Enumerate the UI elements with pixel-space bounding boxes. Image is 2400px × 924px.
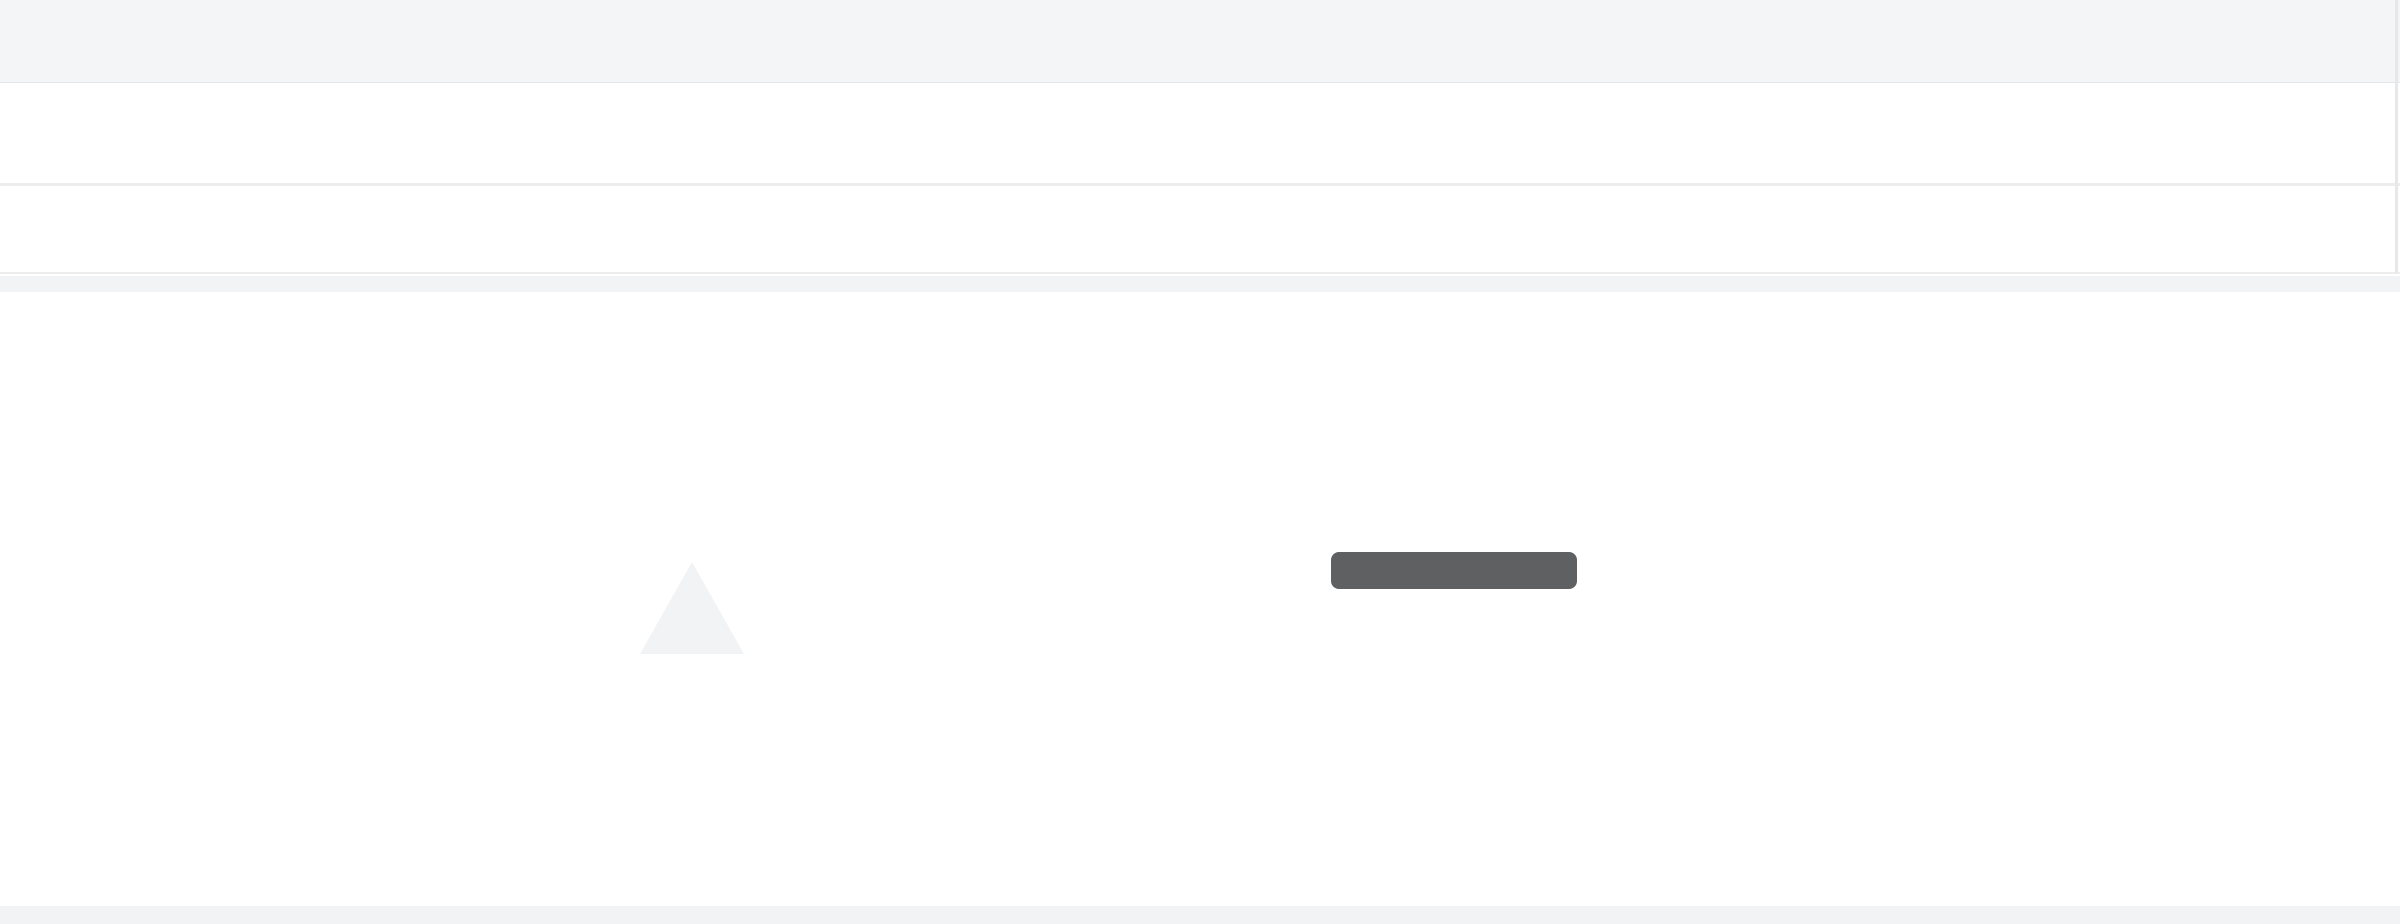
section-divider	[0, 276, 2400, 292]
row-divider	[0, 183, 2400, 186]
table-right-border	[2395, 0, 2398, 273]
chart-tooltip	[1331, 552, 1577, 589]
table-row-pc[interactable]	[0, 83, 2400, 183]
page-distribution-donut-chart[interactable]	[1710, 375, 2400, 855]
table-header-row	[0, 0, 2400, 83]
table-row-mobile[interactable]	[0, 186, 2400, 272]
table-bottom-border	[0, 272, 2400, 274]
ranking-trend-line-chart[interactable]	[0, 0, 1750, 924]
bottom-strip	[0, 906, 2400, 924]
